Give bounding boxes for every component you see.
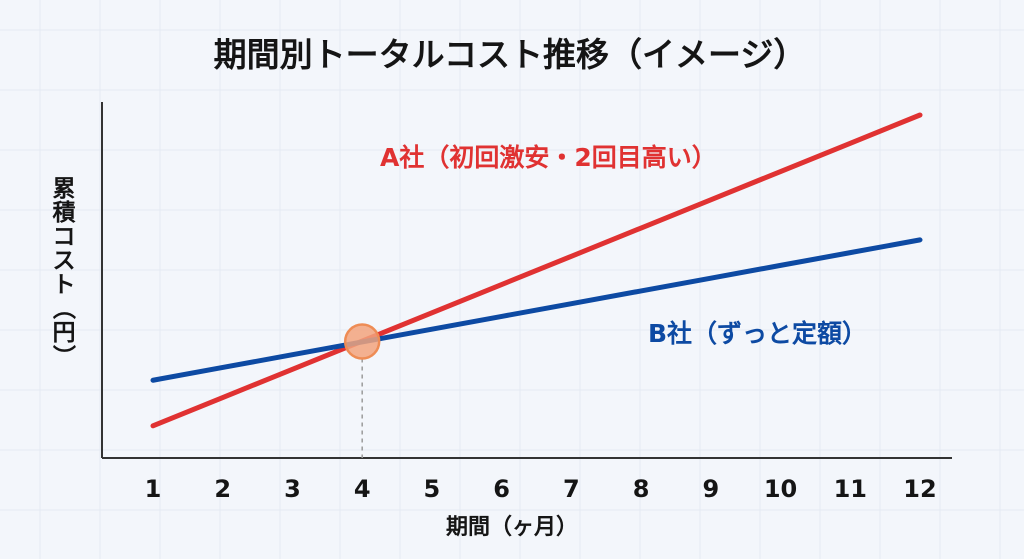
- x-tick-label: 12: [903, 475, 936, 503]
- y-axis-label-char: ト: [53, 272, 76, 298]
- y-axis-label-char: ス: [53, 248, 76, 274]
- axes: [101, 102, 952, 459]
- x-tick-label: 10: [764, 475, 797, 503]
- series-line-b: [150, 237, 923, 383]
- x-tick-labels: 1 2 3 4 5 6 7 8 9 10 11 12: [145, 475, 937, 503]
- x-axis-label: 期間（ヶ月）: [446, 515, 578, 540]
- y-axis-label-char: コ: [53, 224, 76, 250]
- x-tick-label: 1: [145, 475, 162, 503]
- x-tick-label: 2: [214, 475, 231, 503]
- series-label-b: B社（ずっと定額）: [648, 319, 867, 348]
- series-label-a: A社（初回激安・2回目高い）: [380, 143, 717, 172]
- y-axis-label-char: 積: [53, 200, 77, 226]
- x-tick-label: 6: [493, 475, 510, 503]
- y-axis-label-char: 円: [53, 320, 76, 346]
- x-tick-label: 3: [284, 475, 301, 503]
- x-tick-label: 8: [633, 475, 650, 503]
- y-axis-label-char: 累: [53, 176, 76, 202]
- x-tick-label: 5: [424, 475, 441, 503]
- intersection-marker: [343, 323, 381, 360]
- x-tick-label: 9: [702, 475, 719, 503]
- y-axis-label-char: （: [50, 297, 77, 320]
- x-tick-label: 4: [354, 475, 371, 503]
- y-axis-label-char: ）: [50, 345, 77, 368]
- series-line-a: [150, 112, 923, 429]
- x-tick-label: 11: [834, 475, 867, 503]
- x-tick-label: 7: [563, 475, 580, 503]
- chart-title: 期間別トータルコスト推移（イメージ）: [214, 35, 807, 74]
- series-lines: [150, 112, 923, 429]
